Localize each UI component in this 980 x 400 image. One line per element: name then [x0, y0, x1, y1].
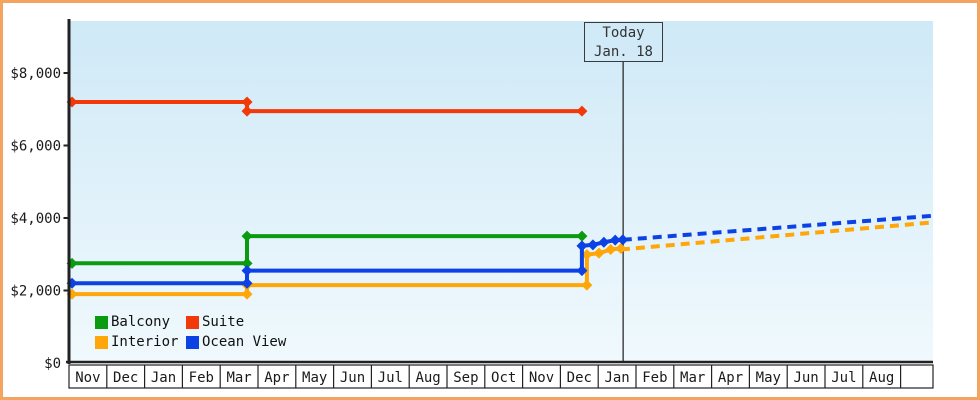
month-label: Dec — [567, 370, 592, 386]
price-chart-canvas: $0 $2,000 $4,000 $6,000 $8,000 Nov Dec Jan Feb Ma… — [10, 19, 934, 389]
month-label: Nov — [529, 370, 554, 386]
legend-item-balcony: Balcony — [95, 314, 186, 330]
ocean-view-marker — [587, 239, 599, 251]
plot-background — [69, 21, 933, 361]
balcony-marker — [241, 230, 253, 242]
month-label: Mar — [226, 370, 251, 386]
ocean-view-marker — [576, 265, 588, 277]
suite-marker — [576, 105, 588, 117]
month-label: Nov — [75, 370, 100, 386]
legend-label-balcony: Balcony — [111, 314, 171, 330]
interior-line-dashed-forecast — [620, 220, 933, 252]
y-tick-label: $0 — [44, 356, 61, 372]
legend-item-interior: Interior — [95, 334, 186, 350]
interior-marker — [605, 244, 617, 256]
interior-marker — [593, 247, 605, 259]
ocean-view-marker — [617, 234, 629, 246]
balcony-line-solid — [72, 234, 582, 266]
month-label: Jul — [378, 370, 403, 386]
legend-item-ocean-view: Ocean View — [186, 334, 286, 350]
interior-marker — [615, 242, 627, 254]
legend-item-suite: Suite — [186, 314, 286, 330]
ocean-view-marker — [576, 240, 588, 252]
y-tick-label: $8,000 — [10, 66, 61, 82]
month-label: Feb — [189, 370, 214, 386]
month-label: Feb — [642, 370, 667, 386]
suite-marker — [241, 105, 253, 117]
ocean-view-marker — [609, 234, 621, 246]
legend-label-suite: Suite — [202, 314, 245, 330]
y-tick-label: $6,000 — [10, 139, 61, 155]
balcony-marker — [241, 257, 253, 269]
month-label: Jan — [604, 370, 629, 386]
interior-marker — [241, 288, 253, 300]
month-label: Apr — [264, 370, 289, 386]
legend-swatch-interior — [95, 335, 108, 349]
today-label-line2: Jan. 18 — [593, 44, 653, 60]
month-label: Mar — [680, 370, 705, 386]
y-tick-label: $4,000 — [10, 211, 61, 227]
month-label: May — [302, 370, 327, 386]
interior-marker — [581, 279, 593, 291]
month-label: Jun — [340, 370, 365, 386]
legend-swatch-balcony — [95, 315, 108, 329]
month-label: Apr — [718, 370, 743, 386]
month-label: Jul — [831, 370, 856, 386]
today-annotation-box: Today Jan. 18 — [584, 22, 663, 62]
y-tick-label: $2,000 — [10, 284, 61, 300]
today-label-line1: Today — [602, 25, 645, 41]
suite-marker — [241, 96, 253, 108]
interior-marker — [581, 249, 593, 261]
legend-label-interior: Interior — [111, 334, 179, 350]
month-label: Dec — [113, 370, 138, 386]
ocean-view-marker — [598, 236, 610, 248]
ocean-view-marker — [241, 265, 253, 277]
month-label: Aug — [869, 370, 894, 386]
month-label: Sep — [453, 370, 478, 386]
month-label: Oct — [491, 370, 516, 386]
chart-legend: Balcony Suite Interior Ocean View — [95, 314, 286, 350]
month-label: Jan — [151, 370, 176, 386]
month-label: Aug — [415, 370, 440, 386]
balcony-marker — [576, 230, 588, 242]
ocean-view-marker — [241, 277, 253, 289]
ocean-view-line-dashed-forecast — [622, 213, 933, 242]
legend-label-ocean-view: Ocean View — [202, 334, 287, 350]
legend-swatch-ocean-view — [186, 335, 199, 349]
legend-swatch-suite — [186, 315, 199, 329]
month-label: Jun — [793, 370, 818, 386]
month-axis-row — [68, 364, 934, 389]
month-label: May — [756, 370, 781, 386]
